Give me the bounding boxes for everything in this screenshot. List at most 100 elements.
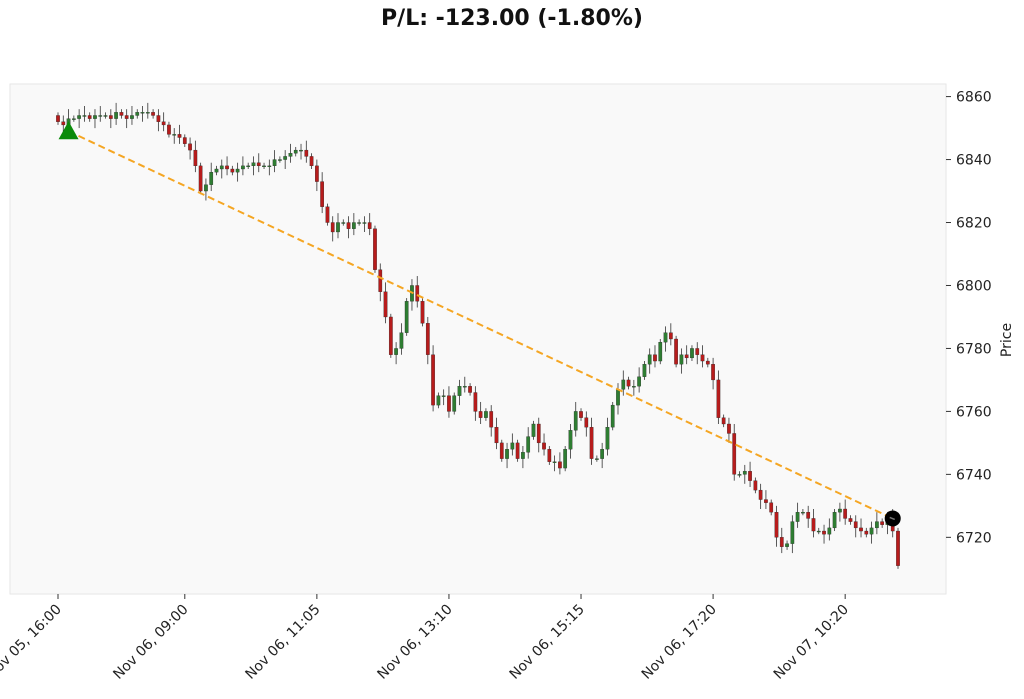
candle-body — [172, 134, 177, 136]
candle-body — [468, 386, 472, 393]
candle-body — [256, 162, 261, 167]
candle-body — [695, 348, 700, 355]
candle — [161, 112, 166, 132]
candle-body — [230, 168, 235, 173]
candle — [721, 414, 726, 428]
candle-body — [320, 181, 325, 207]
candle-body — [526, 436, 531, 453]
candle-body — [251, 162, 256, 167]
candle — [114, 102, 118, 125]
candle — [188, 137, 192, 160]
candle — [362, 216, 367, 232]
candle-body — [589, 426, 594, 459]
candle — [896, 527, 900, 569]
candle — [441, 389, 446, 406]
candle — [853, 515, 858, 538]
candle — [214, 165, 219, 176]
candle-body — [859, 527, 863, 532]
candle — [505, 442, 509, 469]
candle-body — [563, 449, 568, 469]
candle-body — [425, 323, 430, 355]
candle-body — [383, 291, 388, 318]
candle-body — [774, 511, 779, 538]
candle — [177, 124, 182, 144]
candle — [341, 219, 346, 226]
candle — [758, 483, 763, 509]
candle — [610, 401, 615, 431]
candle — [536, 417, 541, 453]
candle — [130, 106, 134, 125]
candle-body — [272, 159, 277, 167]
candle — [552, 455, 557, 472]
candle-body — [499, 442, 504, 459]
candle — [869, 521, 874, 544]
candle-body — [838, 508, 842, 513]
candle — [357, 219, 361, 226]
candle — [156, 109, 161, 132]
candle-body — [732, 433, 737, 475]
candle-body — [357, 222, 361, 224]
candle-body — [653, 354, 657, 362]
candle — [468, 383, 472, 396]
candle-body — [87, 115, 92, 119]
y-tick-label: 6800 — [956, 278, 992, 294]
candle — [875, 512, 879, 535]
candle — [193, 140, 198, 173]
candle — [182, 134, 187, 147]
candle — [478, 401, 483, 424]
candle — [373, 225, 377, 273]
x-tick-label: Nov 06, 09:00 — [110, 602, 191, 683]
candle — [82, 106, 87, 122]
candle-body — [288, 153, 293, 157]
candle-body — [135, 112, 140, 116]
candle — [151, 109, 155, 119]
candle-body — [753, 480, 758, 491]
candle-body — [558, 461, 562, 469]
candle-body — [505, 449, 509, 459]
candle-body — [573, 411, 578, 431]
candle — [832, 509, 837, 532]
candle — [241, 156, 245, 176]
candle — [494, 417, 499, 450]
candle — [246, 162, 251, 169]
candle-body — [452, 395, 457, 412]
candle-body — [843, 508, 848, 519]
candle-body — [177, 134, 182, 138]
y-tick-label: 6780 — [956, 341, 992, 357]
candle — [124, 109, 129, 129]
candle-body — [621, 379, 626, 390]
candle — [431, 345, 435, 412]
candle-body — [378, 269, 383, 292]
candle-body — [193, 149, 198, 167]
candle — [737, 471, 742, 478]
candle-body — [56, 115, 60, 122]
candle — [209, 162, 214, 192]
candle-body — [473, 392, 478, 412]
candle-body — [531, 423, 536, 437]
candle — [563, 446, 568, 472]
candle — [56, 112, 60, 125]
candle-body — [77, 115, 81, 119]
y-axis-label: Price — [999, 323, 1015, 357]
candle-body — [748, 471, 752, 481]
candle-body — [642, 364, 647, 377]
candle-body — [441, 395, 446, 397]
candle — [288, 143, 293, 163]
candle-body — [225, 165, 229, 170]
candle-body — [827, 527, 832, 535]
candle-body — [515, 442, 520, 459]
y-tick-label: 6860 — [956, 90, 992, 106]
plot-area — [9, 83, 947, 595]
candle — [489, 405, 494, 437]
candle-body — [388, 316, 393, 355]
candle-body — [716, 379, 721, 418]
candle — [499, 439, 504, 462]
candle-body — [267, 165, 272, 168]
candle — [167, 121, 171, 138]
candle — [716, 370, 721, 424]
candle-body — [93, 115, 97, 119]
candle-body — [758, 489, 763, 500]
candle-body — [140, 112, 145, 114]
candle — [848, 515, 853, 525]
candle-body — [293, 149, 298, 154]
